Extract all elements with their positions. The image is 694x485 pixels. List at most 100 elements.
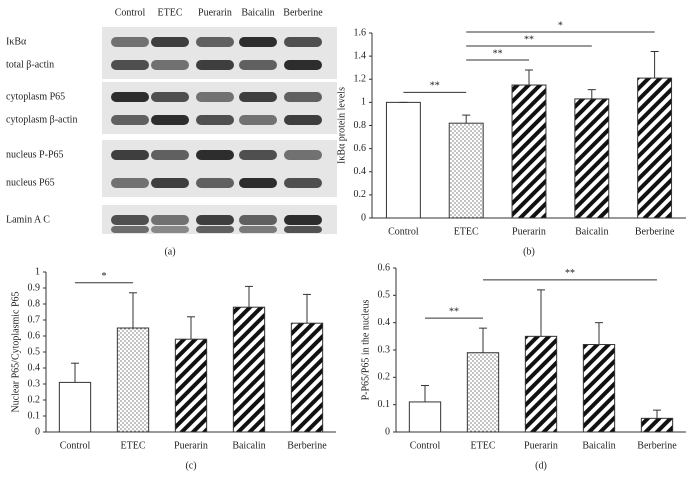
y-tick-label: 0 bbox=[385, 426, 390, 437]
bar bbox=[637, 77, 673, 219]
blot-band bbox=[196, 92, 234, 102]
blot-band bbox=[111, 92, 149, 102]
bar bbox=[116, 327, 150, 433]
blot-band bbox=[284, 115, 322, 125]
y-tick-label: 0.8 bbox=[28, 298, 41, 309]
blot-band bbox=[151, 150, 189, 160]
bar bbox=[511, 84, 547, 219]
y-tick-label: 1.4 bbox=[354, 50, 367, 61]
blot-band bbox=[151, 60, 189, 70]
panel-label: (d) bbox=[535, 460, 547, 471]
blot-band bbox=[239, 60, 277, 70]
y-tick-label: 0.3 bbox=[378, 344, 391, 355]
bar bbox=[385, 101, 421, 219]
blot-band bbox=[284, 178, 322, 188]
row-label: cytoplasm β-actin bbox=[6, 114, 77, 125]
bar bbox=[290, 322, 324, 433]
blot-band bbox=[284, 215, 322, 225]
panel-label: (b) bbox=[523, 246, 535, 257]
blot-band bbox=[196, 178, 234, 188]
blot-band bbox=[151, 37, 189, 47]
y-tick-label: 0.5 bbox=[378, 290, 391, 301]
y-tick-label: 0.6 bbox=[28, 330, 41, 341]
blot-band bbox=[151, 115, 189, 125]
x-tick-label: Puerarin bbox=[512, 226, 546, 237]
x-tick-label: Baicalin bbox=[582, 440, 615, 451]
bar bbox=[232, 306, 266, 433]
bar bbox=[448, 122, 484, 219]
blot-band bbox=[239, 178, 277, 188]
panel-label: (c) bbox=[185, 460, 196, 471]
blot-band bbox=[151, 215, 189, 225]
blot-band bbox=[196, 37, 234, 47]
y-tick-label: 0.2 bbox=[28, 394, 41, 405]
bar bbox=[582, 344, 616, 433]
significance-label: ** bbox=[449, 306, 459, 317]
significance-label: ** bbox=[565, 268, 575, 279]
y-tick-label: 0 bbox=[361, 212, 366, 223]
y-tick-label: 0.7 bbox=[28, 314, 41, 325]
blot-band bbox=[111, 178, 149, 188]
y-axis-label: IκBα protein levels bbox=[336, 87, 347, 164]
blot-band bbox=[284, 92, 322, 102]
blot-band bbox=[284, 150, 322, 160]
blot-band bbox=[239, 226, 277, 233]
lane-label: ETEC bbox=[158, 7, 183, 18]
y-tick-label: 0.1 bbox=[378, 399, 391, 410]
bar bbox=[524, 335, 558, 433]
lane-label: Baicalin bbox=[241, 7, 274, 18]
blot-band bbox=[196, 215, 234, 225]
y-tick-label: 0.2 bbox=[354, 189, 367, 200]
row-label: nucleus P-P65 bbox=[6, 149, 64, 160]
x-tick-label: ETEC bbox=[471, 440, 496, 451]
blot-band bbox=[239, 92, 277, 102]
lane-label: Control bbox=[115, 7, 146, 18]
lane-label: Puerarin bbox=[198, 7, 232, 18]
y-tick-label: 1.6 bbox=[354, 27, 367, 38]
x-tick-label: Puerarin bbox=[524, 440, 558, 451]
x-tick-label: ETEC bbox=[454, 226, 479, 237]
blot-band bbox=[151, 92, 189, 102]
x-tick-label: Baicalin bbox=[575, 226, 608, 237]
blot-band bbox=[111, 150, 149, 160]
significance-label: ** bbox=[430, 81, 440, 92]
y-tick-label: 1 bbox=[361, 97, 366, 108]
blot-band bbox=[284, 37, 322, 47]
bar bbox=[174, 338, 208, 433]
significance-label: ** bbox=[493, 48, 503, 59]
blot-band bbox=[239, 37, 277, 47]
y-tick-label: 1 bbox=[35, 266, 40, 277]
row-label: total β-actin bbox=[6, 59, 54, 70]
blot-band bbox=[239, 150, 277, 160]
y-tick-label: 0.8 bbox=[354, 120, 367, 131]
y-axis-label: Nuclear P65/Cytoplasmic P65 bbox=[10, 291, 21, 412]
y-tick-label: 0.2 bbox=[378, 372, 391, 383]
row-label: Lamin A C bbox=[6, 214, 50, 225]
y-tick-label: 0.4 bbox=[354, 166, 367, 177]
x-tick-label: Control bbox=[410, 440, 441, 451]
blot-band bbox=[111, 37, 149, 47]
bar bbox=[640, 417, 674, 433]
x-tick-label: Berberine bbox=[287, 440, 327, 451]
y-tick-label: 0.9 bbox=[28, 282, 41, 293]
x-tick-label: Baicalin bbox=[232, 440, 265, 451]
blot-band bbox=[196, 150, 234, 160]
blot-band bbox=[239, 115, 277, 125]
bar bbox=[574, 98, 610, 219]
blot-image bbox=[102, 27, 337, 79]
lane-label: Berberine bbox=[283, 7, 323, 18]
blot-image bbox=[102, 140, 337, 197]
row-label: cytoplasm P65 bbox=[6, 91, 65, 102]
blot-band bbox=[284, 226, 322, 233]
significance-label: ** bbox=[524, 34, 534, 45]
y-tick-label: 0.3 bbox=[28, 378, 41, 389]
blot-band bbox=[111, 60, 149, 70]
bar bbox=[408, 401, 442, 433]
y-tick-label: 1.2 bbox=[354, 74, 367, 85]
x-tick-label: Control bbox=[60, 440, 91, 451]
blot-band bbox=[111, 226, 149, 233]
blot-band bbox=[111, 215, 149, 225]
blot-band bbox=[151, 226, 189, 233]
x-tick-label: Berberine bbox=[637, 440, 677, 451]
